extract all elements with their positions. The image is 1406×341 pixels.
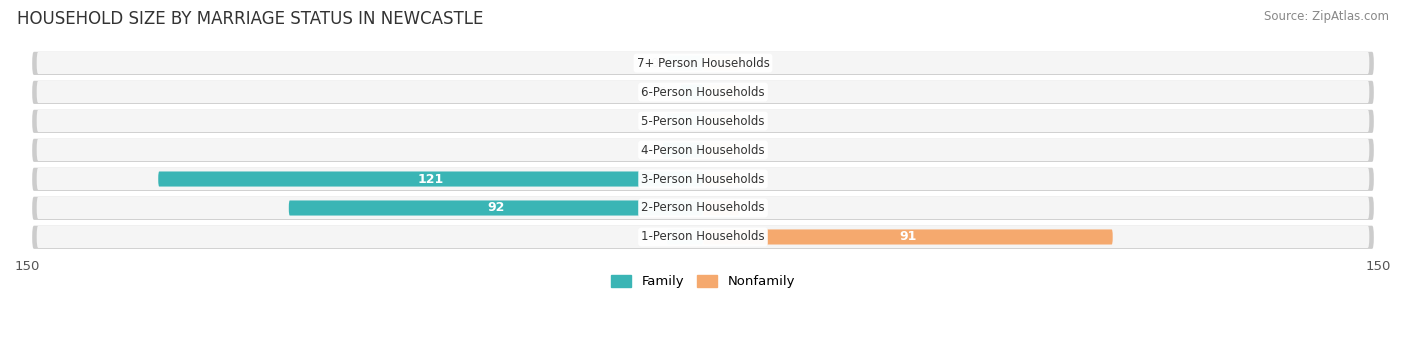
Text: 0: 0 <box>650 115 658 128</box>
Text: 7+ Person Households: 7+ Person Households <box>637 57 769 70</box>
FancyBboxPatch shape <box>703 229 1112 244</box>
Text: 5-Person Households: 5-Person Households <box>641 115 765 128</box>
Text: 0: 0 <box>650 57 658 70</box>
FancyBboxPatch shape <box>32 81 1374 104</box>
Text: 92: 92 <box>488 202 505 214</box>
Text: 9: 9 <box>641 144 650 157</box>
Text: 2-Person Households: 2-Person Households <box>641 202 765 214</box>
FancyBboxPatch shape <box>662 143 703 158</box>
FancyBboxPatch shape <box>703 56 740 71</box>
FancyBboxPatch shape <box>37 52 1369 74</box>
Text: 121: 121 <box>418 173 444 186</box>
FancyBboxPatch shape <box>32 52 1374 75</box>
Text: 6-Person Households: 6-Person Households <box>641 86 765 99</box>
FancyBboxPatch shape <box>37 168 1369 190</box>
FancyBboxPatch shape <box>32 226 1374 249</box>
FancyBboxPatch shape <box>703 143 740 158</box>
Text: 0: 0 <box>748 173 756 186</box>
Text: 91: 91 <box>900 231 917 243</box>
FancyBboxPatch shape <box>37 197 1369 219</box>
FancyBboxPatch shape <box>703 172 740 187</box>
FancyBboxPatch shape <box>37 110 1369 132</box>
FancyBboxPatch shape <box>37 81 1369 103</box>
Text: 0: 0 <box>748 115 756 128</box>
FancyBboxPatch shape <box>681 85 703 100</box>
FancyBboxPatch shape <box>666 114 703 129</box>
FancyBboxPatch shape <box>159 172 703 187</box>
Text: 0: 0 <box>748 86 756 99</box>
Text: 5: 5 <box>659 86 666 99</box>
FancyBboxPatch shape <box>666 229 703 244</box>
FancyBboxPatch shape <box>32 139 1374 162</box>
FancyBboxPatch shape <box>37 139 1369 161</box>
FancyBboxPatch shape <box>703 85 740 100</box>
Text: 3-Person Households: 3-Person Households <box>641 173 765 186</box>
Text: HOUSEHOLD SIZE BY MARRIAGE STATUS IN NEWCASTLE: HOUSEHOLD SIZE BY MARRIAGE STATUS IN NEW… <box>17 10 484 28</box>
Text: 0: 0 <box>748 144 756 157</box>
Text: 1-Person Households: 1-Person Households <box>641 231 765 243</box>
FancyBboxPatch shape <box>32 110 1374 133</box>
Text: 0: 0 <box>748 57 756 70</box>
FancyBboxPatch shape <box>288 201 703 216</box>
FancyBboxPatch shape <box>32 197 1374 220</box>
FancyBboxPatch shape <box>37 226 1369 248</box>
Text: Source: ZipAtlas.com: Source: ZipAtlas.com <box>1264 10 1389 23</box>
FancyBboxPatch shape <box>703 114 740 129</box>
Text: 0: 0 <box>650 231 658 243</box>
Text: 8: 8 <box>752 202 761 214</box>
Legend: Family, Nonfamily: Family, Nonfamily <box>606 270 800 294</box>
FancyBboxPatch shape <box>666 56 703 71</box>
Text: 4-Person Households: 4-Person Households <box>641 144 765 157</box>
FancyBboxPatch shape <box>703 201 740 216</box>
FancyBboxPatch shape <box>32 168 1374 191</box>
